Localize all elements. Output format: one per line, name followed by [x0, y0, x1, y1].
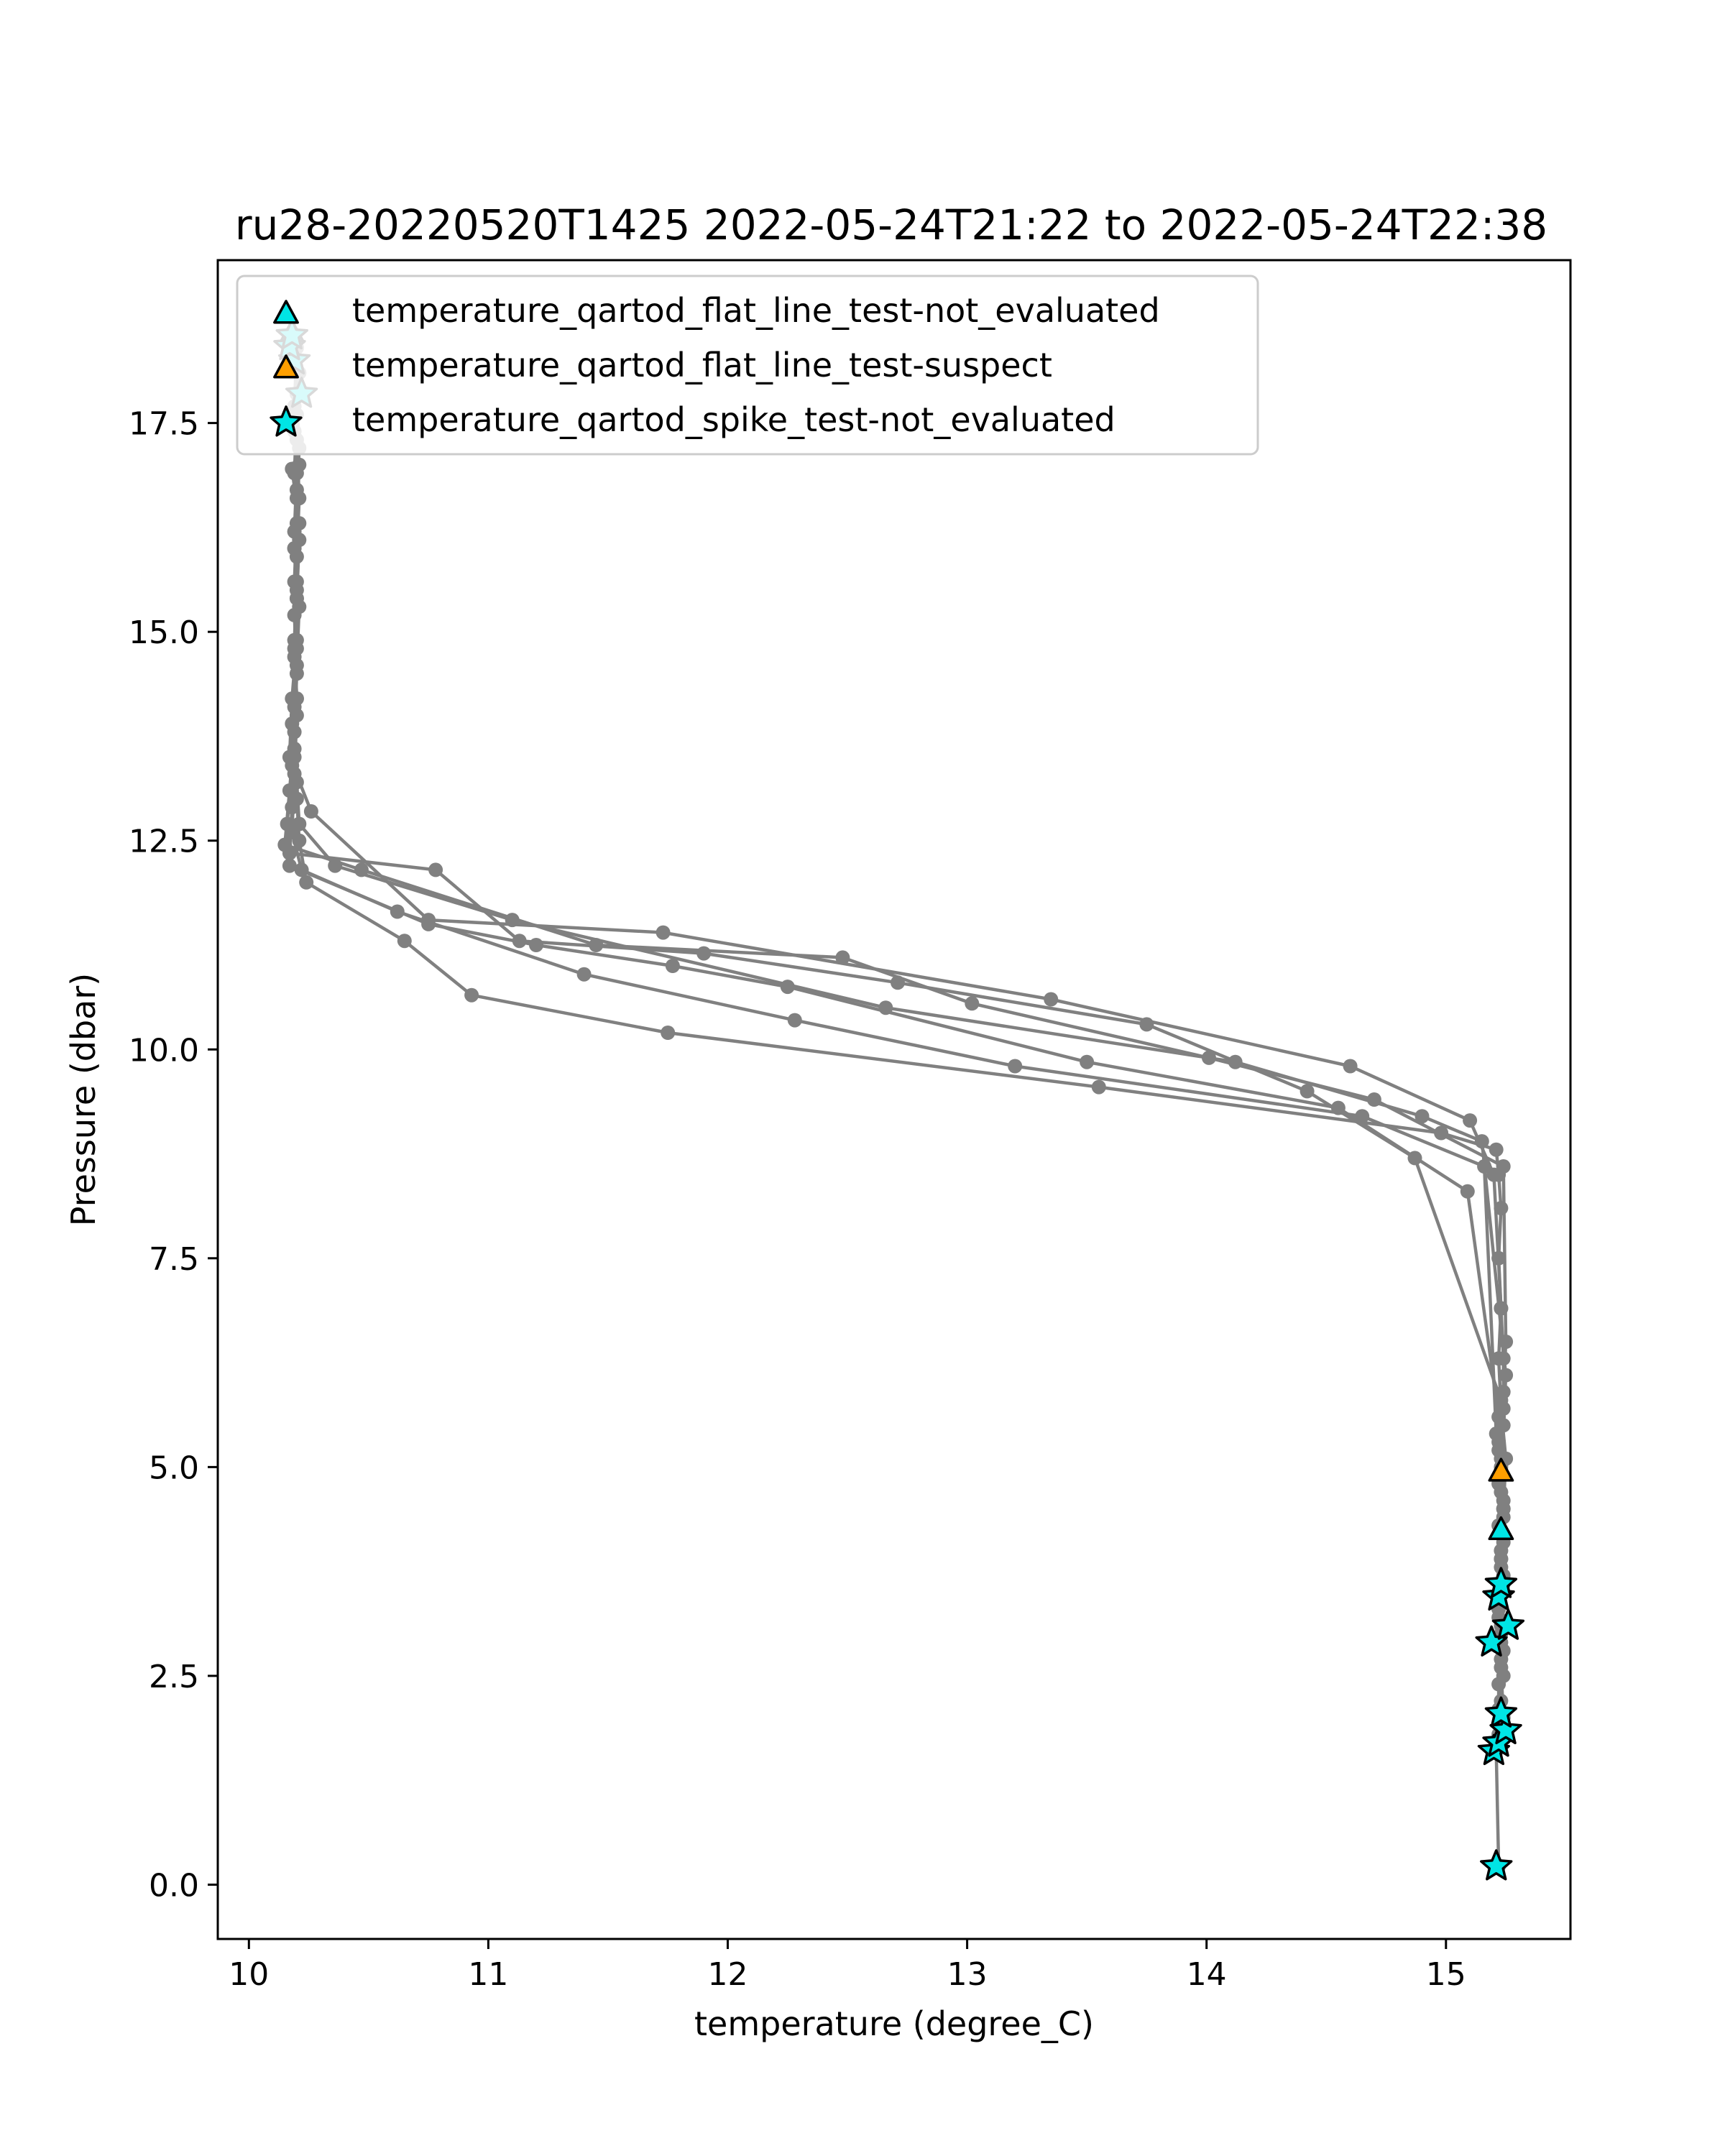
- x-tick-label: 14: [1187, 1956, 1227, 1993]
- plot-frame: [216, 259, 1572, 1940]
- profile-point: [292, 816, 307, 831]
- profile-point: [1091, 1079, 1106, 1095]
- profile-point: [512, 934, 527, 949]
- profile-point: [287, 574, 302, 589]
- y-tick-label: 2.5: [149, 1659, 199, 1695]
- profile-point: [1496, 1501, 1511, 1516]
- x-axis: 10 11 12 13 14 15: [229, 1939, 1466, 1993]
- chart-title: ru28-20220520T1425 2022-05-24T21:22 to 2…: [235, 201, 1547, 249]
- profile-point: [285, 691, 300, 706]
- profile-point: [1499, 1368, 1514, 1383]
- legend-marker: [273, 354, 299, 379]
- profile-point: [354, 862, 369, 877]
- profile-point: [1044, 992, 1059, 1007]
- profile-point: [1494, 1401, 1509, 1416]
- profile-point: [1202, 1050, 1216, 1065]
- flag-star-marker: [1484, 1696, 1518, 1728]
- profile-point: [428, 862, 443, 877]
- profile-point: [878, 1000, 893, 1015]
- legend-label: temperature_qartod_flat_line_test-suspec…: [352, 346, 1052, 384]
- x-tick-label: 15: [1426, 1956, 1466, 1993]
- profile-point: [282, 750, 297, 765]
- profile-point: [1463, 1113, 1478, 1128]
- legend: temperature_qartod_flat_line_test-not_ev…: [236, 275, 1259, 456]
- plot-area: [218, 260, 1570, 1939]
- x-tick-label: 10: [229, 1956, 269, 1993]
- profile-point: [292, 457, 307, 472]
- profile-point: [299, 875, 314, 890]
- profile-point: [1499, 1335, 1514, 1349]
- profile-point: [303, 804, 318, 819]
- profile-point: [1489, 1142, 1504, 1157]
- flag-star-marker: [1480, 1849, 1513, 1881]
- profile-point: [1407, 1151, 1422, 1166]
- y-axis-label: Pressure (dbar): [64, 973, 103, 1226]
- profile-point: [289, 666, 304, 681]
- profile-point: [696, 946, 712, 961]
- x-tick-label: 12: [707, 1956, 748, 1993]
- flag-star-marker: [1491, 1608, 1525, 1640]
- profile-point: [1494, 1552, 1509, 1567]
- profile-point: [576, 967, 592, 982]
- legend-entries: temperature_qartod_flat_line_test-not_ev…: [270, 291, 1160, 439]
- legend-box: [236, 275, 1259, 456]
- legend-marker: [273, 300, 299, 324]
- flag-star-marker: [1484, 1567, 1518, 1598]
- flag-triangle-marker: [1488, 1457, 1514, 1482]
- profile-point: [1300, 1084, 1315, 1099]
- flag-triangle-marker: [1488, 1516, 1514, 1541]
- y-axis: 0.0 2.5 5.0 7.5 10.0 12.5 15.0 17.5: [129, 406, 218, 1904]
- profile-point: [1496, 1384, 1511, 1399]
- profile-point: [277, 837, 293, 852]
- profile-point: [1366, 1092, 1381, 1107]
- legend-label: temperature_qartod_flat_line_test-not_ev…: [352, 291, 1160, 330]
- profile-point: [282, 858, 297, 873]
- profile-point: [1460, 1184, 1475, 1199]
- profile-point: [464, 987, 479, 1003]
- y-tick-label: 17.5: [129, 406, 199, 443]
- profile-point: [787, 1013, 802, 1028]
- profile-point: [1496, 1159, 1511, 1174]
- profile-point: [1080, 1054, 1095, 1069]
- profile-point: [529, 938, 543, 952]
- y-tick-label: 12.5: [129, 824, 199, 860]
- profile-point: [1491, 1434, 1506, 1450]
- profile-point: [1494, 1301, 1509, 1316]
- profile-point: [1008, 1059, 1023, 1074]
- profile-point: [421, 913, 436, 928]
- profile-point: [665, 959, 680, 973]
- y-tick-label: 10.0: [129, 1032, 199, 1069]
- profile-point: [965, 996, 980, 1011]
- profile-line-7: [288, 347, 1508, 1610]
- profile-point: [1496, 1668, 1511, 1683]
- profile-point: [289, 516, 304, 531]
- profile-point: [656, 925, 671, 940]
- legend-label: temperature_qartod_spike_test-not_evalua…: [352, 400, 1116, 439]
- profile-point: [835, 950, 850, 965]
- y-tick-label: 7.5: [149, 1241, 199, 1278]
- profile-point: [1491, 1351, 1506, 1366]
- profile-point: [1486, 1167, 1501, 1182]
- y-tick-label: 15.0: [129, 614, 199, 651]
- profile-point: [397, 934, 412, 949]
- profile-point: [661, 1026, 676, 1040]
- profile-point: [289, 632, 304, 648]
- x-tick-label: 13: [947, 1956, 988, 1993]
- profile-point: [282, 783, 297, 798]
- profile-point: [1343, 1059, 1358, 1074]
- profile-point: [589, 938, 604, 952]
- y-tick-label: 0.0: [149, 1867, 199, 1904]
- legend-marker: [270, 405, 303, 437]
- x-tick-label: 11: [468, 1956, 508, 1993]
- y-tick-label: 5.0: [149, 1450, 199, 1486]
- profile-point: [1414, 1109, 1430, 1124]
- x-axis-label: temperature (degree_C): [694, 2004, 1094, 2043]
